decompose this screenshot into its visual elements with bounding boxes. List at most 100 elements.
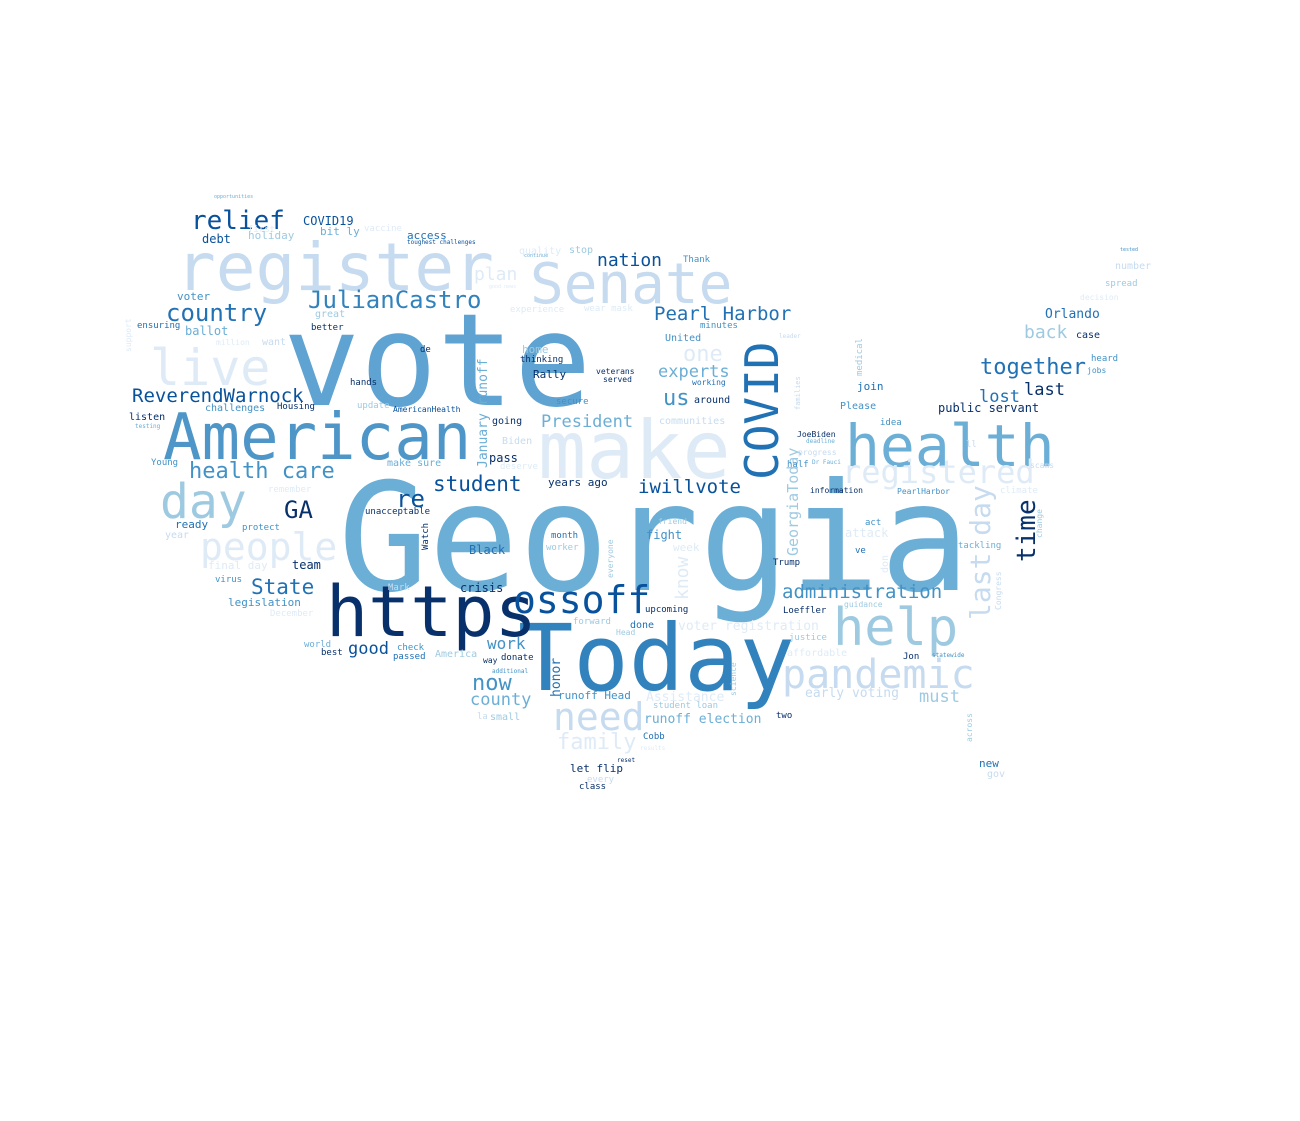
cloud-word: challenges (205, 403, 265, 414)
cloud-word: student loan (653, 701, 718, 711)
cloud-word: everyone (606, 539, 615, 578)
cloud-word: December (270, 609, 314, 619)
cloud-word: number (1115, 261, 1151, 272)
cloud-word: deserve (500, 462, 538, 472)
cloud-word: crisis (460, 581, 503, 595)
cloud-word: hands (350, 378, 377, 388)
cloud-word: donate (501, 653, 534, 663)
cloud-word: better (311, 323, 344, 333)
cloud-word: opportunities (214, 194, 253, 200)
cloud-word: two (776, 711, 792, 721)
cloud-word: COVID (735, 342, 789, 480)
cloud-word: family (557, 730, 636, 755)
cloud-word: best (321, 648, 343, 658)
cloud-word: Dr Fauci (812, 459, 841, 466)
cloud-word: Trump (773, 558, 800, 568)
cloud-word: working (692, 378, 726, 387)
cloud-word: communities (659, 416, 725, 427)
cloud-word: scams (1030, 461, 1054, 470)
cloud-word: remember (268, 485, 312, 495)
cloud-word: need (553, 695, 645, 739)
cloud-word: Assistance (646, 690, 724, 705)
cloud-word: America (435, 649, 477, 660)
cloud-word: GA (284, 496, 313, 524)
cloud-word: President (541, 412, 633, 432)
cloud-word: jobs (1087, 366, 1106, 375)
cloud-word: Georgia (338, 452, 970, 626)
cloud-word: final day (208, 559, 268, 572)
cloud-word: ensuring (137, 321, 180, 331)
cloud-word: science (729, 662, 738, 696)
cloud-word: American (163, 401, 471, 475)
cloud-word: health (845, 412, 1055, 480)
cloud-word: tackling (958, 541, 1001, 551)
cloud-word: continue (524, 253, 548, 259)
cloud-word: decision (1080, 293, 1119, 302)
cloud-word: way (483, 656, 498, 665)
cloud-word: medical (855, 338, 865, 376)
cloud-word: voter (177, 290, 210, 303)
cloud-word: worker (546, 543, 579, 553)
cloud-word: United (665, 333, 701, 344)
cloud-word: served (603, 375, 632, 384)
cloud-word: progress (798, 448, 837, 457)
cloud-word: January runoff (476, 358, 491, 468)
cloud-word: check (397, 643, 425, 653)
cloud-word: quality (519, 246, 561, 257)
cloud-word: good news (489, 284, 516, 290)
cloud-word: affordable (787, 648, 847, 659)
cloud-word: going (492, 416, 522, 427)
cloud-word: first (248, 225, 275, 235)
cloud-word: ll (966, 440, 977, 450)
cloud-word: virus (215, 575, 242, 585)
cloud-word: experience (510, 305, 564, 315)
cloud-word: testing (135, 423, 161, 430)
cloud-word: don (880, 555, 891, 573)
cloud-word: Biden (502, 436, 532, 447)
cloud-word: great (315, 309, 345, 320)
cloud-word: student (433, 472, 522, 496)
cloud-word: world (304, 640, 331, 650)
cloud-word: https (326, 571, 537, 653)
cloud-word: statewide (932, 652, 965, 659)
cloud-word: change (1035, 509, 1044, 538)
cloud-word: COVID19 (303, 214, 354, 228)
cloud-word: spread (1105, 279, 1138, 289)
cloud-word: Please (840, 401, 876, 412)
cloud-word: must (919, 687, 960, 707)
cloud-word: early voting (805, 686, 899, 701)
cloud-word: reset (617, 757, 635, 764)
cloud-word: every (587, 775, 615, 785)
cloud-word: families (794, 376, 802, 410)
cloud-word: lost (979, 387, 1020, 407)
cloud-word: week (673, 541, 700, 554)
cloud-word: now (472, 671, 512, 696)
cloud-word: ready (175, 518, 208, 531)
cloud-word: access (407, 229, 447, 242)
cloud-word: Pearl Harbor (654, 303, 791, 325)
cloud-word: unacceptable (365, 507, 430, 517)
cloud-word: Housing (277, 402, 315, 412)
cloud-word: plan (474, 264, 517, 285)
cloud-word: State (251, 575, 314, 599)
cloud-word: one (683, 342, 723, 367)
cloud-word: people (200, 525, 337, 569)
cloud-word: years ago (548, 476, 608, 489)
cloud-word: legislation (228, 596, 301, 609)
cloud-word: make (538, 404, 731, 497)
cloud-word: last (1024, 380, 1065, 400)
cloud-word: million (216, 338, 250, 347)
cloud-word: climate (1000, 486, 1038, 496)
cloud-word: information (810, 486, 863, 495)
cloud-word: listen (129, 412, 165, 423)
cloud-word: idea (880, 418, 902, 428)
cloud-word: Mark (388, 583, 410, 593)
cloud-word: voter registration (678, 619, 819, 634)
cloud-word: back (1024, 322, 1068, 343)
cloud-word: year (165, 530, 189, 541)
cloud-word: registered (842, 453, 1035, 491)
cloud-word: work (487, 634, 526, 653)
cloud-word: Loeffler (783, 606, 827, 616)
cloud-word: AmericanHealth (393, 405, 461, 414)
cloud-word: county (470, 690, 531, 710)
